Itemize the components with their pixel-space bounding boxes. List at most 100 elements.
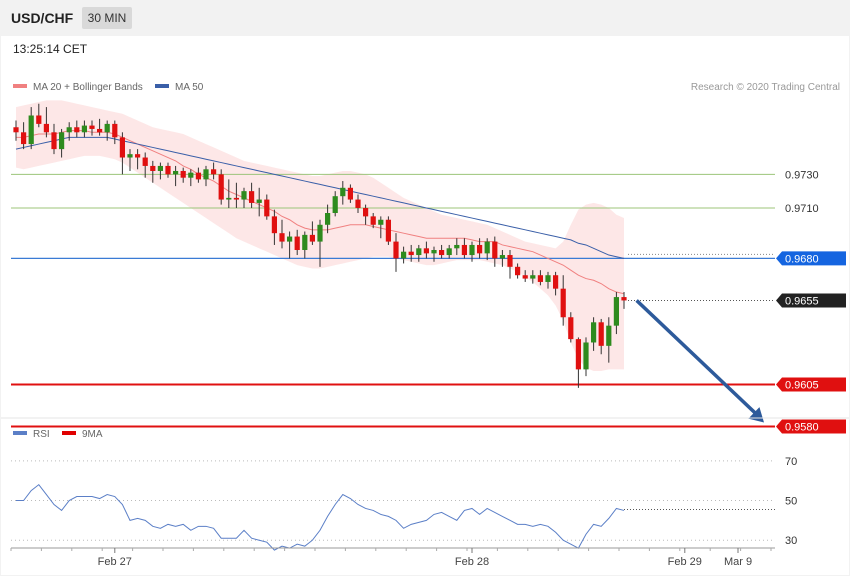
rsi-level-label: 30 [785,535,797,547]
ma20-swatch [13,84,27,88]
rsi-legend-label: RSI [33,429,50,440]
candle-down [89,125,95,129]
candle-down [385,219,391,242]
candle-down [347,187,353,200]
candle-down [264,199,270,217]
level-label: 0.9710 [785,203,819,215]
candle-up [157,165,163,171]
ma50-legend-label: MA 50 [175,82,204,93]
candle-up [127,154,133,158]
candle-down [515,266,521,276]
candle-down [553,275,559,289]
candle-up [583,342,589,370]
candle-down [135,154,141,158]
candle-down [112,123,118,138]
candle-down [477,244,483,254]
candle-down [211,169,217,175]
candle-up [431,250,437,254]
level-tag-bg [776,251,846,266]
candle-down [575,339,581,370]
candle-up [28,115,34,145]
candle-down [195,172,201,180]
candle-down [355,199,361,208]
candle-up [530,275,536,279]
symbol-title: USD/CHF [11,10,74,26]
level-label: 0.9655 [785,295,819,307]
candle-down [119,137,125,158]
candle-down [36,115,42,124]
candle-up [302,234,308,250]
candle-down [598,322,604,346]
candle-down [97,128,103,133]
x-tick-label: Mar 9 [724,556,752,568]
level-label: 0.9730 [785,169,819,181]
candle-down [13,127,19,133]
candle-down [180,170,186,178]
candle-up [416,248,422,256]
candle-up [613,297,619,326]
candle-up [340,187,346,197]
rsi-line [16,483,625,551]
level-lines [11,173,775,428]
ma50-line [15,136,625,259]
candle-up [317,224,323,242]
candle-down [522,275,528,279]
candle-down [142,157,148,166]
x-tick-label: Feb 28 [455,556,489,568]
projection-arrow-head [748,407,764,423]
candle-down [370,216,376,225]
candle-up [591,322,597,343]
candle-down [43,123,49,133]
candle-up [173,170,179,175]
candle-down [279,233,285,242]
candle-up [545,275,551,282]
candle-up [469,244,475,256]
candle-down [439,250,445,256]
candle-down [363,207,369,217]
candle-up [226,197,232,200]
candle-down [51,132,57,150]
candle-down [165,165,171,175]
candle-up [104,123,110,133]
candle-up [499,255,505,259]
candle-down [150,165,156,171]
copyright-note: Research © 2020 Trading Central [691,82,840,93]
ma9-legend-label: 9MA [82,429,103,440]
candle-up [606,325,612,346]
candle-down [492,241,498,259]
ma20-legend-label: MA 20 + Bollinger Bands [33,82,143,93]
candle-down [21,132,27,145]
candle-down [423,248,429,254]
candle-down [507,255,513,267]
candle-up [332,196,338,214]
price-legend: MA 20 + Bollinger Bands MA 50 Research ©… [13,82,840,93]
rsi-legend: RSI 9MA [13,429,103,440]
candle-down [74,127,80,133]
candle-down [393,241,399,259]
candle-up [401,251,407,259]
ma50-swatch [155,84,169,88]
candle-up [59,132,65,150]
candle-down [560,288,566,318]
chart-header: USD/CHF 30 MIN [0,0,850,36]
candle-up [325,213,331,225]
x-axis: Feb 27 Feb 28 Feb 29 Mar 9 [10,547,775,568]
candle-up [256,199,262,203]
candle-up [81,125,87,133]
timeframe-badge[interactable]: 30 MIN [82,7,132,29]
candle-down [408,251,414,256]
candle-up [446,248,452,256]
candle-up [66,127,72,133]
level-tags: 0.9730 0.9710 0.9680 0.9655 0.9605 0.9580 [776,169,846,434]
level-tag-bg [776,419,846,434]
level-tag-bg [776,377,846,392]
level-label: 0.9605 [785,380,819,392]
candle-up [188,172,194,178]
candles [13,103,764,423]
candle-down [309,234,315,242]
candle-down [271,216,277,234]
candle-down [233,197,239,200]
ma9-swatch [62,431,76,435]
rsi-swatch [13,431,27,435]
